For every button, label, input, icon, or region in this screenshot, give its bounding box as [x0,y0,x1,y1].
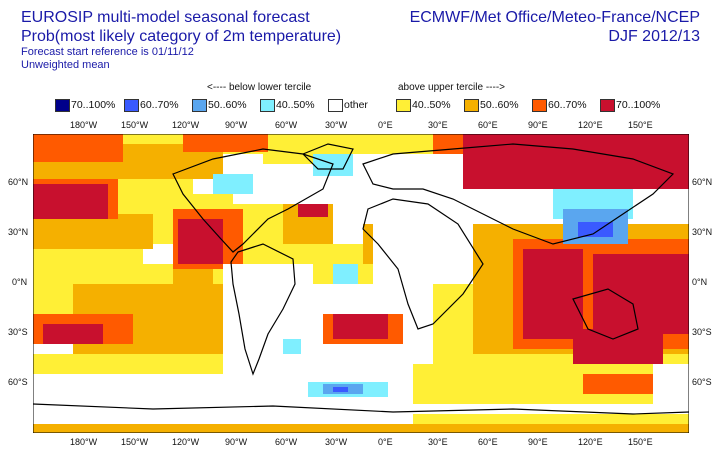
legend-item: 70..100% [55,97,115,113]
legend-label: 60..70% [140,99,179,111]
legend-swatch [124,98,139,112]
legend-label: 50..60% [480,99,519,111]
legend-item: 60..70% [124,97,179,113]
above-tercile-label: above upper tercile ----> [398,82,505,93]
legend-swatch [192,98,207,112]
legend-item: 40..50% [396,97,451,113]
lon-tick-bottom: 60°W [275,437,298,447]
below-tercile-label: <---- below lower tercile [207,82,312,93]
legend-label: 40..50% [412,99,451,111]
coastlines [33,143,689,415]
lon-tick-top: 30°W [325,120,348,130]
legend-label: 70..100% [616,99,661,111]
lon-tick-top: 90°W [225,120,248,130]
weighting-note: Unweighted mean [21,59,110,71]
lat-tick-left: 60°S [8,377,28,387]
lon-tick-top: 120°E [578,120,603,130]
legend-item: 60..70% [532,97,587,113]
lat-tick-left: 30°N [8,227,29,237]
lat-tick-left: 0°N [12,277,28,287]
main-title: EUROSIP multi-model seasonal forecast [21,9,310,26]
lon-tick-bottom: 30°E [428,437,448,447]
lat-tick-right: 0°N [692,277,708,287]
forecast-start: Forecast start reference is 01/11/12 [21,46,194,58]
legend-swatch [328,98,343,112]
legend-item: 50..60% [464,97,519,113]
lat-tick-right: 30°N [692,227,713,237]
probability-map [33,134,689,433]
lon-tick-bottom: 30°W [325,437,348,447]
lat-tick-left: 60°N [8,177,29,187]
legend-swatch [532,98,547,112]
lat-tick-right: 60°N [692,177,713,187]
legend-label: 40..50% [276,99,315,111]
lon-tick-bottom: 180°W [70,437,98,447]
lon-tick-bottom: 120°W [172,437,200,447]
title-block: EUROSIP multi-model seasonal forecast Pr… [21,8,341,72]
legend-label: 60..70% [548,99,587,111]
legend-swatch [464,98,479,112]
legend-label: 50..60% [208,99,247,111]
legend-label: 70..100% [71,99,116,111]
red-regions [33,134,689,364]
lon-tick-bottom: 150°E [628,437,653,447]
lon-tick-top: 120°W [172,120,200,130]
lon-tick-bottom: 0°E [378,437,393,447]
legend-swatch [260,98,275,112]
legend-item: 50..60% [192,97,247,113]
centre-block: ECMWF/Met Office/Meteo-France/NCEP DJF 2… [410,8,700,46]
legend-item: other [328,97,368,113]
lat-tick-left: 30°S [8,327,28,337]
legend-item: 70..100% [600,97,660,113]
lon-tick-top: 180°W [70,120,98,130]
lon-tick-top: 150°E [628,120,653,130]
legend-swatch [396,98,411,112]
subtitle: Prob(most likely category of 2m temperat… [21,28,342,45]
lon-tick-top: 150°W [121,120,149,130]
centres-label: ECMWF/Met Office/Meteo-France/NCEP [409,9,700,26]
legend-swatch [600,98,615,112]
legend-swatch [55,98,70,112]
lon-tick-top: 60°E [478,120,498,130]
lon-tick-bottom: 90°E [528,437,548,447]
strong-blue-regions [333,222,613,392]
lon-tick-top: 30°E [428,120,448,130]
legend-label: other [344,99,368,111]
lon-tick-bottom: 120°E [578,437,603,447]
lon-tick-top: 90°E [528,120,548,130]
lon-tick-top: 60°W [275,120,298,130]
season-label: DJF 2012/13 [608,28,700,45]
legend-item: 40..50% [260,97,315,113]
lon-tick-bottom: 150°W [121,437,149,447]
lon-tick-bottom: 90°W [225,437,248,447]
lon-tick-bottom: 60°E [478,437,498,447]
lon-tick-top: 0°E [378,120,393,130]
lat-tick-right: 30°S [692,327,712,337]
lat-tick-right: 60°S [692,377,712,387]
